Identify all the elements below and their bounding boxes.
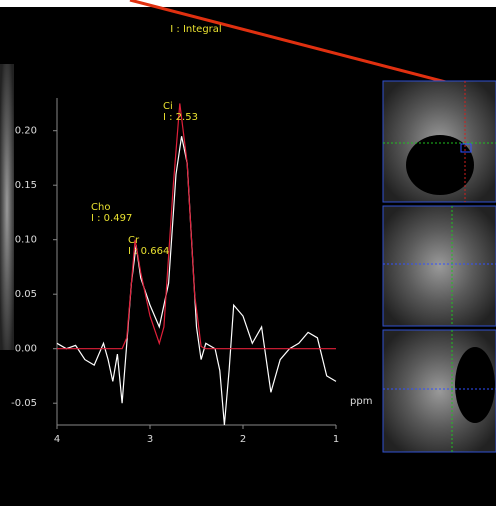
y-tick-label: 0.05 bbox=[15, 289, 37, 300]
pointer-line bbox=[129, 0, 496, 97]
y-tick-label: 0.10 bbox=[15, 235, 37, 246]
y-tick-label: 0.00 bbox=[15, 344, 37, 355]
peak-name: Ci bbox=[163, 101, 173, 112]
y-tick-label: 0.15 bbox=[15, 180, 37, 191]
peak-integral: I : 0.497 bbox=[91, 213, 132, 224]
top-strip bbox=[0, 0, 496, 7]
peak-name: Cho bbox=[91, 202, 110, 213]
thumbnails bbox=[382, 80, 496, 453]
y-tick-label: -0.05 bbox=[11, 398, 37, 409]
image-detail bbox=[455, 347, 495, 423]
coronal-image[interactable] bbox=[382, 205, 496, 327]
x-tick-label: 1 bbox=[333, 434, 339, 445]
peak-integral: I : 0.664 bbox=[128, 246, 169, 257]
series-line bbox=[57, 103, 336, 350]
y-tick-label: 0.20 bbox=[15, 126, 37, 137]
x-tick-label: 3 bbox=[147, 434, 153, 445]
image-detail bbox=[406, 135, 474, 195]
x-tick-label: 2 bbox=[240, 434, 246, 445]
left-image bbox=[0, 64, 14, 350]
voxel bbox=[460, 143, 472, 153]
peak-integral: I : 2.53 bbox=[163, 112, 198, 123]
peak-name: Cr bbox=[128, 235, 140, 246]
x-tick-label: 4 bbox=[54, 434, 60, 445]
chart-title: I : Integral bbox=[170, 24, 221, 35]
x-axis-label: ppm bbox=[350, 396, 372, 407]
